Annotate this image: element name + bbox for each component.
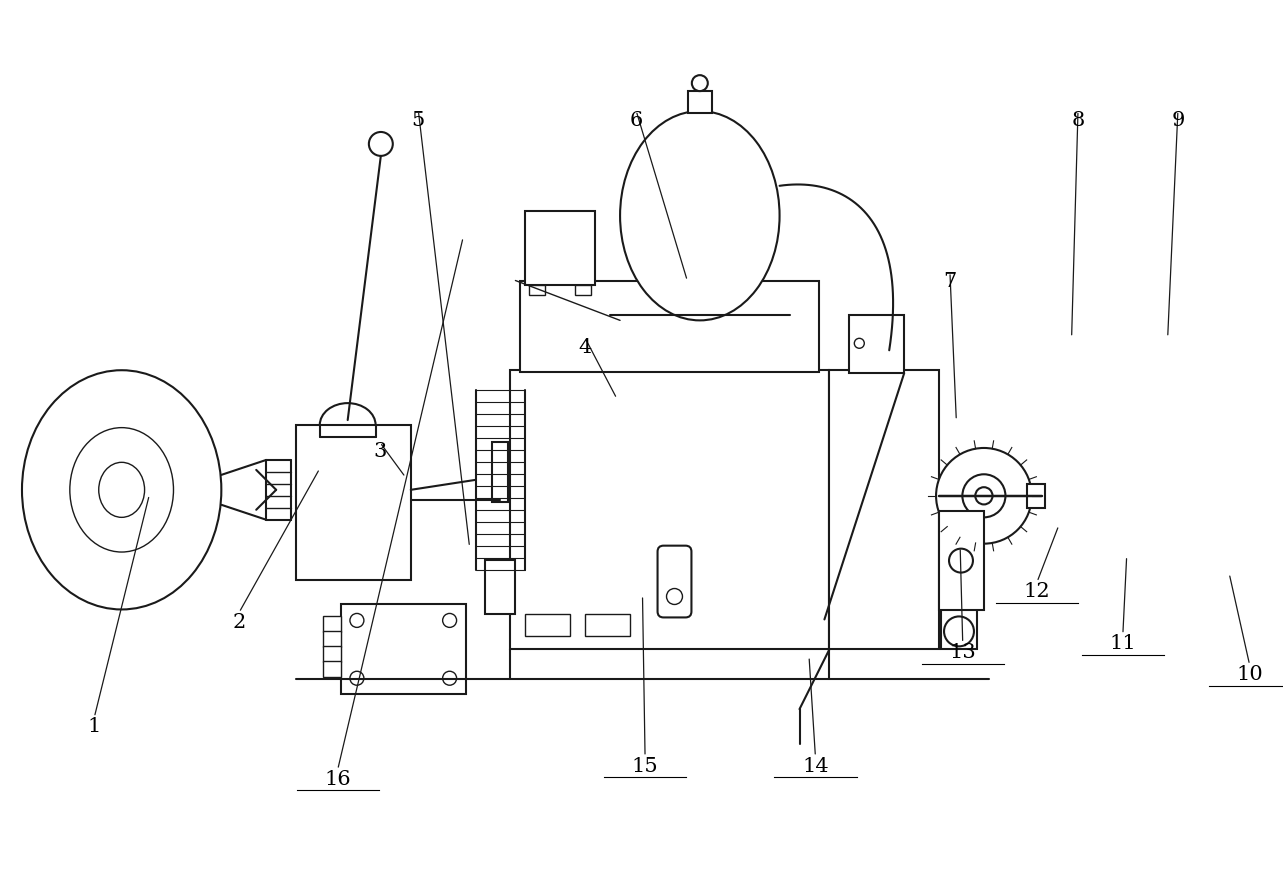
Bar (510, 371, 829, 649)
Bar (323, 661, 341, 677)
Circle shape (495, 462, 506, 474)
Bar (323, 632, 341, 647)
Bar (585, 614, 630, 636)
Ellipse shape (621, 111, 780, 321)
Bar (1027, 484, 1045, 508)
Bar (520, 280, 820, 372)
Bar (849, 315, 905, 373)
Text: 8: 8 (1072, 110, 1085, 130)
Text: 13: 13 (950, 643, 977, 662)
Bar (687, 91, 712, 113)
Bar (341, 604, 465, 694)
Bar (941, 534, 977, 649)
Bar (526, 211, 595, 286)
Text: 1: 1 (87, 717, 102, 737)
Text: 6: 6 (630, 110, 642, 130)
Circle shape (975, 487, 992, 505)
Text: 9: 9 (1171, 110, 1185, 130)
Circle shape (369, 132, 393, 156)
Bar (529, 286, 545, 295)
Text: 12: 12 (1024, 582, 1050, 601)
Bar (829, 371, 939, 649)
Text: 10: 10 (1236, 665, 1263, 684)
Bar (486, 560, 515, 614)
Text: 3: 3 (373, 442, 387, 462)
Circle shape (667, 589, 682, 604)
Circle shape (442, 671, 456, 685)
Circle shape (944, 617, 974, 646)
Text: 7: 7 (943, 272, 956, 291)
Circle shape (495, 444, 506, 456)
Text: 2: 2 (233, 612, 245, 632)
Circle shape (350, 613, 364, 627)
Circle shape (350, 671, 364, 685)
Ellipse shape (99, 463, 145, 518)
Bar (323, 646, 341, 662)
Text: 5: 5 (411, 110, 425, 130)
Circle shape (855, 338, 865, 349)
Circle shape (962, 474, 1005, 518)
Ellipse shape (69, 427, 173, 552)
Bar (296, 425, 411, 580)
Text: 14: 14 (802, 757, 829, 776)
Circle shape (950, 548, 973, 573)
Ellipse shape (22, 371, 221, 610)
Text: 11: 11 (1109, 634, 1136, 653)
Circle shape (442, 613, 456, 627)
Bar (526, 614, 571, 636)
Bar (576, 286, 591, 295)
FancyBboxPatch shape (658, 546, 691, 618)
Bar (939, 511, 984, 611)
Circle shape (691, 75, 708, 91)
Bar (492, 442, 509, 502)
Text: 16: 16 (324, 770, 351, 788)
Text: 15: 15 (632, 757, 658, 776)
Circle shape (495, 480, 506, 491)
Bar (323, 617, 341, 632)
Circle shape (935, 448, 1032, 544)
Circle shape (944, 538, 974, 568)
Text: 4: 4 (578, 337, 591, 357)
